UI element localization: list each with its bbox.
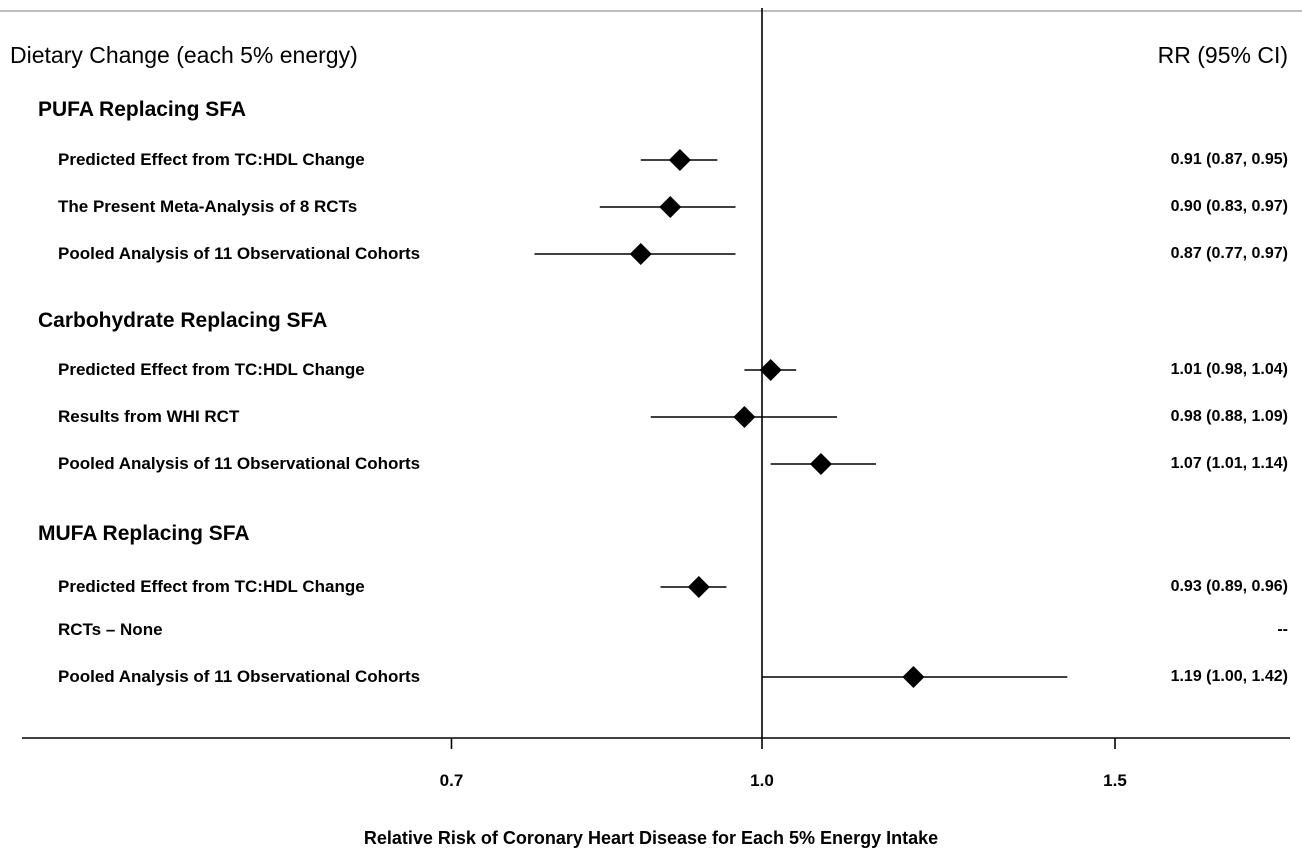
row-label: The Present Meta-Analysis of 8 RCTs [58, 197, 358, 216]
point-estimate-diamond [809, 453, 832, 475]
column-header-rr: RR (95% CI) [1157, 42, 1288, 68]
point-estimate-diamond [759, 359, 782, 381]
row-ci-text: 0.90 (0.83, 0.97) [1170, 198, 1288, 215]
x-tick-label: 1.0 [750, 771, 774, 790]
row-ci-text: 0.91 (0.87, 0.95) [1170, 151, 1288, 168]
x-axis-title: Relative Risk of Coronary Heart Disease … [363, 828, 939, 848]
row-ci-text: 1.01 (0.98, 1.04) [1170, 361, 1288, 378]
row-ci-text: 0.87 (0.77, 0.97) [1170, 245, 1288, 262]
row-ci-text: -- [1277, 621, 1288, 638]
column-header-dietary-change: Dietary Change (each 5% energy) [10, 42, 358, 68]
row-label: RCTs – None [58, 620, 163, 639]
point-estimate-diamond [629, 243, 652, 265]
group-title: PUFA Replacing SFA [38, 98, 247, 121]
row-ci-text: 1.07 (1.01, 1.14) [1170, 455, 1288, 472]
point-estimate-diamond [659, 196, 682, 218]
point-estimate-diamond [902, 666, 925, 688]
top-rule [0, 10, 1302, 12]
x-tick-label: 0.7 [439, 771, 464, 790]
point-estimate-diamond [668, 149, 691, 171]
row-ci-text: 0.93 (0.89, 0.96) [1170, 578, 1288, 595]
row-label: Predicted Effect from TC:HDL Change [58, 577, 365, 596]
row-ci-text: 1.19 (1.00, 1.42) [1170, 668, 1288, 685]
point-estimate-diamond [687, 576, 710, 598]
row-label: Predicted Effect from TC:HDL Change [58, 150, 365, 169]
row-label: Predicted Effect from TC:HDL Change [58, 360, 365, 379]
point-estimate-diamond [733, 406, 756, 428]
group-title: MUFA Replacing SFA [38, 522, 250, 545]
row-label: Pooled Analysis of 11 Observational Coho… [58, 244, 421, 263]
row-label: Pooled Analysis of 11 Observational Coho… [58, 454, 421, 473]
x-tick-label: 1.5 [1103, 771, 1127, 790]
row-label: Results from WHI RCT [58, 407, 240, 426]
group-title: Carbohydrate Replacing SFA [38, 309, 328, 332]
row-ci-text: 0.98 (0.88, 1.09) [1170, 408, 1288, 425]
row-label: Pooled Analysis of 11 Observational Coho… [58, 667, 421, 686]
